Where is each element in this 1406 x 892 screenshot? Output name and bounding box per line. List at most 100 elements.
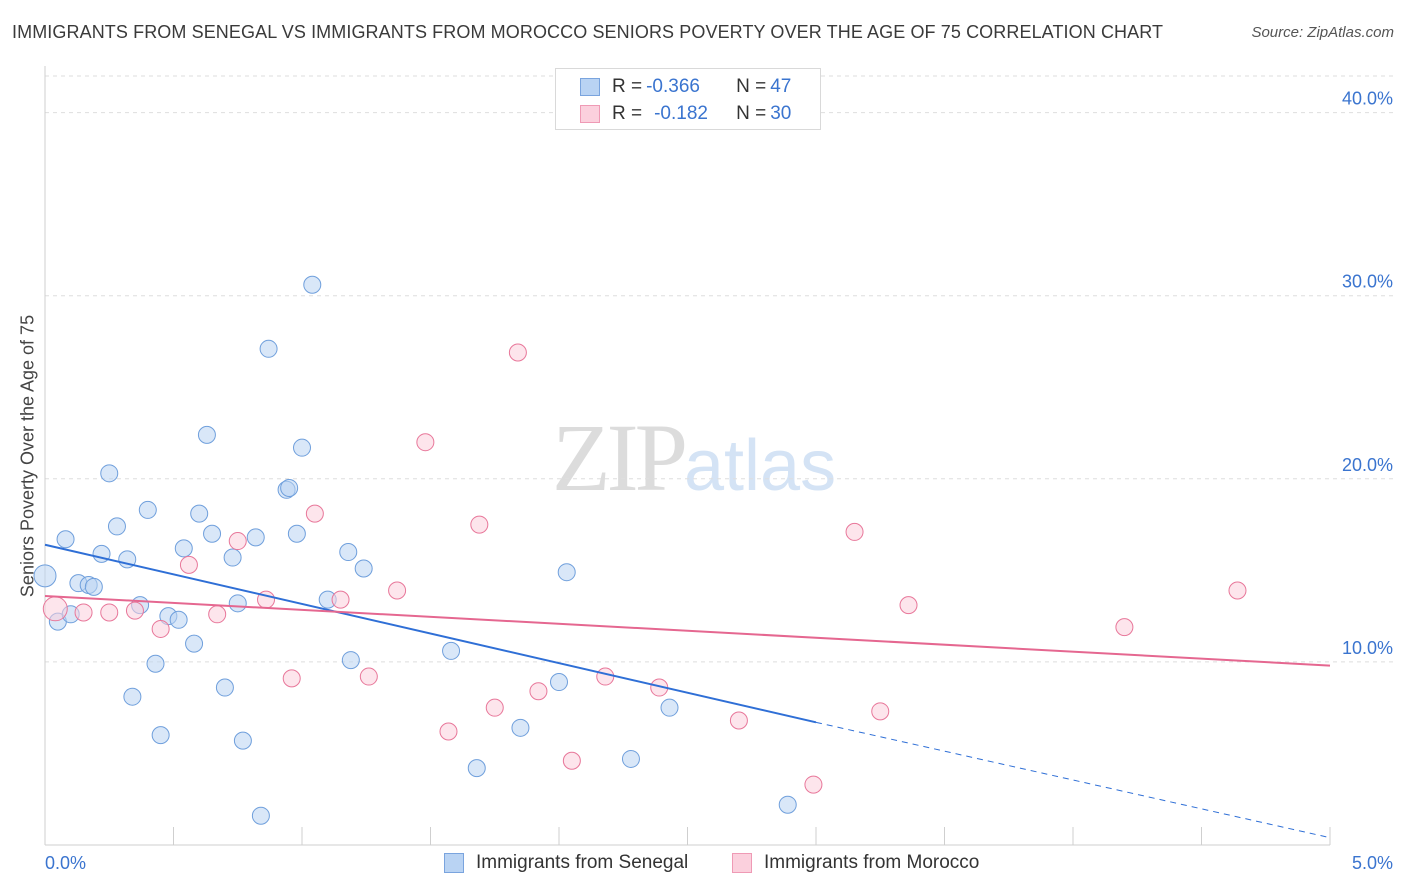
- point-senegal: [339, 543, 358, 562]
- point-morocco: [388, 581, 407, 600]
- point-morocco: [871, 702, 890, 721]
- point-senegal: [84, 577, 103, 596]
- point-morocco: [804, 775, 823, 794]
- point-senegal: [287, 524, 306, 543]
- point-senegal: [660, 698, 679, 717]
- bottom-legend-label-morocco: Immigrants from Morocco: [764, 852, 980, 873]
- point-morocco: [1228, 581, 1247, 600]
- point-morocco: [596, 667, 615, 686]
- point-morocco: [282, 669, 301, 688]
- point-morocco: [508, 343, 527, 362]
- point-morocco: [1115, 618, 1134, 637]
- point-morocco: [208, 605, 227, 624]
- chart-source: Source: ZipAtlas.com: [1251, 24, 1394, 41]
- point-senegal: [511, 718, 530, 737]
- bottom-legend-swatch-senegal: [444, 853, 464, 873]
- point-morocco: [179, 555, 198, 574]
- point-senegal: [621, 749, 640, 768]
- y-tick-label: 40.0%: [1342, 89, 1393, 109]
- point-senegal: [303, 275, 322, 294]
- point-senegal: [151, 726, 170, 745]
- x-tick-label: 0.0%: [45, 853, 86, 873]
- point-senegal: [280, 478, 299, 497]
- trendline-morocco: [44, 594, 1331, 667]
- point-morocco: [228, 532, 247, 551]
- bottom-legend-senegal: Immigrants from Senegal: [444, 852, 688, 874]
- point-morocco: [899, 596, 918, 615]
- point-senegal: [197, 425, 216, 444]
- legend-r-value: -0.182: [654, 103, 708, 124]
- legend-swatch-morocco: [580, 105, 600, 123]
- watermark: ZIPatlas: [552, 402, 836, 513]
- point-morocco: [100, 603, 119, 622]
- legend-n-value: 30: [770, 103, 792, 124]
- point-senegal: [233, 731, 252, 750]
- point-morocco: [359, 667, 378, 686]
- point-morocco: [125, 601, 144, 620]
- point-senegal: [223, 548, 242, 567]
- point-morocco: [42, 596, 68, 622]
- trendline-senegal: [44, 543, 817, 724]
- stats-legend: R = -0.366 N = 47 R = -0.182 N = 30: [555, 68, 821, 130]
- bottom-legend-swatch-morocco: [732, 853, 752, 873]
- legend-r-value: -0.366: [646, 76, 700, 97]
- point-senegal: [185, 634, 204, 653]
- point-morocco: [74, 603, 93, 622]
- point-morocco: [305, 504, 324, 523]
- point-senegal: [228, 594, 247, 613]
- point-morocco: [845, 522, 864, 541]
- x-tick-label: 5.0%: [1352, 853, 1393, 873]
- point-senegal: [100, 464, 119, 483]
- point-senegal: [778, 795, 797, 814]
- point-senegal: [123, 687, 142, 706]
- legend-row-morocco: R = -0.182 N = 30: [580, 101, 791, 127]
- chart-title: IMMIGRANTS FROM SENEGAL VS IMMIGRANTS FR…: [12, 22, 1164, 42]
- legend-swatch-senegal: [580, 78, 600, 96]
- point-senegal: [251, 806, 270, 825]
- watermark-atlas: atlas: [684, 426, 837, 506]
- legend-r-label: R =: [612, 103, 643, 124]
- point-morocco: [439, 722, 458, 741]
- point-senegal: [215, 678, 234, 697]
- bottom-legend-label-senegal: Immigrants from Senegal: [476, 852, 689, 873]
- point-morocco: [470, 515, 489, 534]
- point-morocco: [416, 433, 435, 452]
- point-senegal: [146, 654, 165, 673]
- point-senegal: [354, 559, 373, 578]
- point-senegal: [550, 673, 568, 692]
- legend-n-value: 47: [770, 76, 792, 97]
- point-senegal: [442, 641, 461, 660]
- y-tick-label: 20.0%: [1342, 455, 1393, 475]
- legend-r-label: R =: [612, 76, 643, 97]
- point-morocco: [331, 590, 350, 609]
- point-senegal: [169, 610, 188, 629]
- point-senegal: [557, 563, 576, 582]
- point-morocco: [151, 619, 170, 638]
- point-senegal: [467, 759, 486, 778]
- point-senegal: [293, 438, 311, 457]
- point-morocco: [485, 698, 504, 717]
- y-axis-label: Seniors Poverty Over the Age of 75: [17, 314, 38, 598]
- legend-row-senegal: R = -0.366 N = 47: [580, 74, 791, 100]
- point-senegal: [138, 500, 157, 519]
- point-morocco: [562, 751, 581, 770]
- point-senegal: [190, 504, 209, 523]
- trendline-senegal-extension: [815, 721, 1331, 839]
- y-tick-label: 30.0%: [1342, 272, 1393, 292]
- point-senegal: [174, 539, 193, 558]
- point-senegal: [246, 528, 265, 547]
- y-tick-label: 10.0%: [1342, 638, 1393, 658]
- point-senegal: [203, 524, 222, 543]
- point-morocco: [729, 711, 748, 730]
- point-senegal: [107, 517, 126, 536]
- legend-n-label: N =: [736, 76, 767, 97]
- point-senegal: [341, 651, 360, 670]
- point-senegal: [33, 564, 57, 588]
- legend-n-label: N =: [736, 103, 767, 124]
- point-senegal: [56, 530, 75, 549]
- point-senegal: [259, 339, 278, 358]
- watermark-zip: ZIP: [552, 404, 688, 511]
- bottom-legend-morocco: Immigrants from Morocco: [732, 852, 979, 874]
- point-morocco: [529, 682, 548, 701]
